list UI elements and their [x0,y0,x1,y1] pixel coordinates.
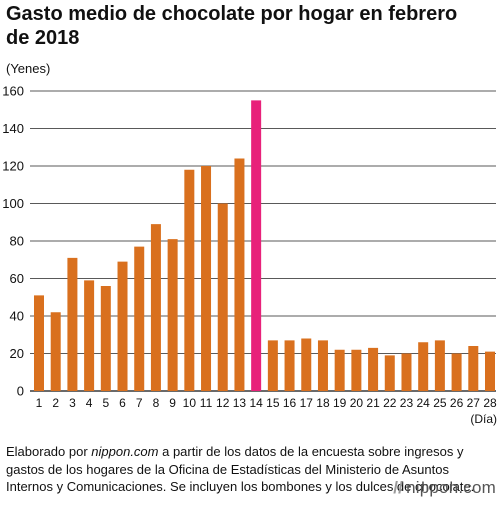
x-tick-label: 2 [52,396,59,410]
logo-slashes: // [393,478,404,497]
y-tick-label: 160 [2,84,24,99]
bar-day-14 [251,100,262,391]
bar-day-25 [434,340,445,391]
bar-day-5 [100,286,111,391]
x-tick-label: 11 [200,396,213,410]
bar-day-23 [401,353,412,391]
x-tick-label: 10 [183,396,197,410]
bar-day-6 [117,261,128,391]
y-tick-label: 0 [17,384,24,399]
bar-day-9 [167,239,178,391]
source-note: Elaborado por nippon.com a partir de los… [6,443,496,496]
bar-day-16 [284,340,295,391]
x-tick-label: 20 [350,396,364,410]
x-tick-label: 28 [483,396,497,410]
logo-text: nippon.com [406,478,496,497]
bar-day-2 [50,312,61,391]
x-tick-label: 9 [169,396,176,410]
x-tick-label: 23 [400,396,414,410]
bar-day-21 [368,347,379,391]
y-tick-label: 100 [2,196,24,211]
x-tick-label: 3 [69,396,76,410]
bar-day-17 [301,338,312,391]
bar-day-1 [34,295,44,391]
x-tick-label: 18 [316,396,330,410]
bar-day-12 [217,203,228,391]
y-tick-label: 20 [10,346,24,361]
x-tick-label: 27 [467,396,481,410]
bar-day-3 [67,257,78,391]
source-text: a partir de los datos de la encuesta sob… [6,444,475,494]
nippon-logo: //nippon.com [393,478,496,498]
chart-title: Gasto medio de chocolate por hogar en fe… [6,3,458,49]
bar-day-13 [234,158,245,391]
bar-day-20 [351,349,362,391]
y-tick-labels: 0 20 40 60 80 100 120 140 160 [2,84,24,399]
x-axis-label: (Día) [470,412,497,426]
source-prefix: Elaborado por [6,444,92,459]
chart-area: 0 20 40 60 80 100 120 140 160 1 2 3 4 5 6 7 8 9 10 11 12 13 1… [2,84,497,427]
y-tick-label: 40 [10,309,24,324]
bar-day-28 [485,351,495,391]
x-tick-label: 13 [233,396,247,410]
bar-day-7 [134,246,145,391]
y-tick-label: 120 [2,159,24,174]
bar-day-8 [150,224,161,391]
bar-day-22 [384,355,395,391]
x-tick-label: 15 [266,396,280,410]
bar-day-11 [201,166,212,391]
x-tick-label: 12 [216,396,230,410]
x-tick-label: 7 [136,396,143,410]
bar-day-26 [451,353,462,391]
x-tick-label: 19 [333,396,347,410]
bar-day-24 [418,342,429,391]
y-tick-label: 140 [2,121,24,136]
bar-day-18 [317,340,328,391]
x-tick-label: 14 [249,396,263,410]
x-tick-label: 26 [450,396,464,410]
x-tick-label: 16 [283,396,297,410]
x-tick-label: 25 [433,396,447,410]
bar-day-4 [84,280,95,391]
bars [34,100,495,391]
bar-day-19 [334,349,345,391]
x-tick-label: 21 [366,396,380,410]
y-tick-label: 80 [10,234,24,249]
x-tick-label: 6 [119,396,126,410]
x-tick-label: 4 [86,396,93,410]
x-tick-label: 22 [383,396,397,410]
x-tick-label: 24 [417,396,431,410]
x-tick-label: 17 [300,396,314,410]
bar-day-10 [184,169,195,391]
bar-day-27 [468,346,479,391]
y-tick-label: 60 [10,271,24,286]
x-tick-label: 5 [102,396,109,410]
x-tick-labels: 1 2 3 4 5 6 7 8 9 10 11 12 13 14 15 16 17 18 19 20 21 22 23 24 2… [36,396,497,410]
y-axis-unit-label: (Yenes) [6,61,51,76]
bar-day-15 [267,340,278,391]
x-tick-label: 8 [153,396,160,410]
x-tick-label: 1 [36,396,43,410]
source-name: nippon.com [91,444,159,459]
